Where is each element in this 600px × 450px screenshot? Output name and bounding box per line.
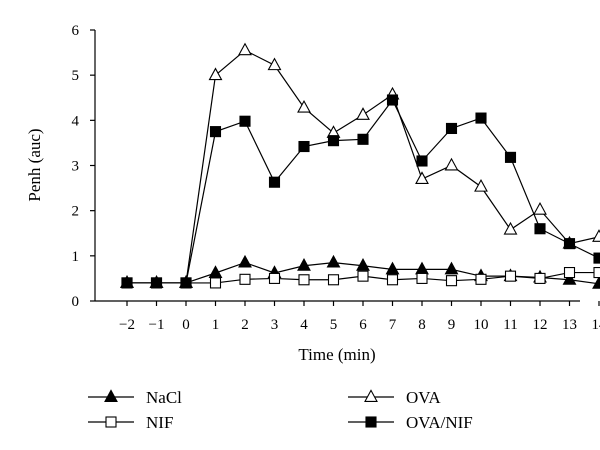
data-point-nif bbox=[445, 275, 458, 287]
y-tick-label: 1 bbox=[72, 249, 80, 265]
data-point-ova bbox=[444, 157, 459, 171]
x-tick-label: −2 bbox=[119, 317, 135, 333]
data-point-ova-nif bbox=[180, 277, 192, 289]
series-line-ova-nif bbox=[127, 98, 600, 284]
legend-marker bbox=[104, 389, 118, 402]
series-layer bbox=[120, 42, 600, 289]
data-point-ova bbox=[474, 178, 488, 192]
y-tick-label: 3 bbox=[72, 159, 80, 175]
legend-item-nacl: NaCl bbox=[88, 388, 182, 407]
data-point-ova bbox=[238, 42, 252, 56]
series-line-ova bbox=[127, 49, 600, 284]
x-tick-label: 14 bbox=[592, 317, 600, 333]
x-tick-label: 10 bbox=[474, 317, 489, 333]
y-axis-ticks: 0 1 2 3 4 5 6 bbox=[72, 23, 95, 310]
x-tick-label: 1 bbox=[212, 317, 220, 333]
data-point-nif bbox=[475, 273, 487, 285]
data-point-nif bbox=[357, 270, 369, 282]
x-tick-label: 11 bbox=[503, 317, 517, 333]
x-tick-label: −1 bbox=[149, 317, 165, 333]
data-point-ova-nif bbox=[445, 122, 458, 135]
data-point-ova-nif bbox=[268, 176, 281, 188]
legend-label: NIF bbox=[146, 413, 173, 432]
data-point-ova-nif bbox=[563, 238, 576, 250]
data-point-nif bbox=[239, 273, 251, 285]
x-tick-label: 5 bbox=[330, 317, 338, 333]
data-point-ova-nif bbox=[386, 94, 399, 106]
data-point-nacl bbox=[356, 258, 370, 271]
data-point-ova-nif bbox=[239, 115, 251, 127]
y-tick-label: 5 bbox=[72, 68, 80, 84]
data-point-nacl bbox=[592, 276, 600, 289]
data-point-ova-nif bbox=[416, 155, 428, 167]
y-tick-label: 2 bbox=[72, 204, 80, 220]
data-point-ova bbox=[503, 221, 518, 235]
legend-marker bbox=[364, 389, 378, 402]
data-point-nif bbox=[593, 266, 600, 279]
data-point-nif bbox=[504, 270, 517, 282]
data-point-nacl bbox=[415, 261, 429, 275]
x-axis-title: Time (min) bbox=[298, 345, 375, 364]
data-point-ova-nif bbox=[298, 140, 310, 153]
y-axis-title: Penh (auc) bbox=[25, 128, 44, 201]
y-tick-label: 6 bbox=[72, 23, 80, 39]
x-tick-label: 7 bbox=[389, 317, 397, 333]
data-point-ova-nif bbox=[150, 277, 163, 289]
legend-item-ova-nif: OVA/NIF bbox=[348, 413, 473, 432]
data-point-nacl bbox=[444, 261, 459, 275]
x-tick-label: 9 bbox=[448, 317, 456, 333]
data-point-ova-nif bbox=[121, 277, 133, 289]
x-tick-label: 2 bbox=[241, 317, 249, 333]
data-point-nacl bbox=[297, 258, 311, 271]
data-point-nif bbox=[416, 272, 428, 284]
data-point-ova bbox=[356, 107, 370, 120]
data-point-ova-nif bbox=[504, 151, 517, 163]
data-point-nif bbox=[298, 274, 310, 286]
data-point-nacl bbox=[326, 254, 341, 268]
data-point-ova bbox=[592, 229, 600, 242]
legend-label: OVA/NIF bbox=[406, 413, 473, 432]
legend-marker bbox=[105, 416, 117, 428]
data-point-ova-nif bbox=[357, 133, 369, 145]
data-point-ova-nif bbox=[593, 252, 600, 264]
legend-label: NaCl bbox=[146, 388, 182, 407]
data-point-ova bbox=[415, 171, 429, 184]
legend-marker bbox=[365, 416, 377, 428]
data-point-nif bbox=[563, 266, 576, 279]
x-tick-label: 3 bbox=[271, 317, 279, 333]
x-tick-label: 0 bbox=[182, 317, 190, 333]
data-point-ova bbox=[297, 99, 311, 113]
data-point-ova-nif bbox=[327, 135, 340, 147]
data-point-nif bbox=[386, 274, 399, 286]
data-point-nif bbox=[327, 274, 340, 286]
data-point-ova-nif bbox=[209, 126, 222, 138]
data-point-ova bbox=[267, 57, 282, 71]
data-point-ova-nif bbox=[534, 223, 546, 235]
data-point-nacl bbox=[385, 261, 400, 275]
y-tick-label: 4 bbox=[72, 113, 80, 129]
data-point-ova bbox=[533, 202, 547, 215]
x-tick-label: 8 bbox=[418, 317, 426, 333]
y-tick-label: 0 bbox=[72, 294, 80, 310]
data-point-ova bbox=[208, 67, 223, 81]
legend-item-ova: OVA bbox=[348, 388, 441, 407]
data-point-nacl bbox=[562, 272, 577, 285]
data-point-nacl bbox=[238, 254, 252, 268]
legend: NaCl OVA NIF OVA/NIF bbox=[88, 388, 473, 432]
x-tick-label: 13 bbox=[562, 317, 577, 333]
data-point-nif bbox=[268, 272, 281, 284]
series-ova bbox=[120, 42, 600, 288]
x-axis-ticks: −2−101234567891011121314 bbox=[119, 301, 600, 333]
data-point-nif bbox=[534, 272, 546, 284]
x-tick-label: 6 bbox=[359, 317, 367, 333]
x-tick-label: 12 bbox=[533, 317, 548, 333]
data-point-nif bbox=[209, 277, 222, 289]
legend-item-nif: NIF bbox=[88, 413, 173, 432]
series-ova-nif bbox=[121, 94, 600, 289]
legend-label: OVA bbox=[406, 388, 441, 407]
data-point-ova-nif bbox=[475, 112, 487, 124]
x-tick-label: 4 bbox=[300, 317, 308, 333]
